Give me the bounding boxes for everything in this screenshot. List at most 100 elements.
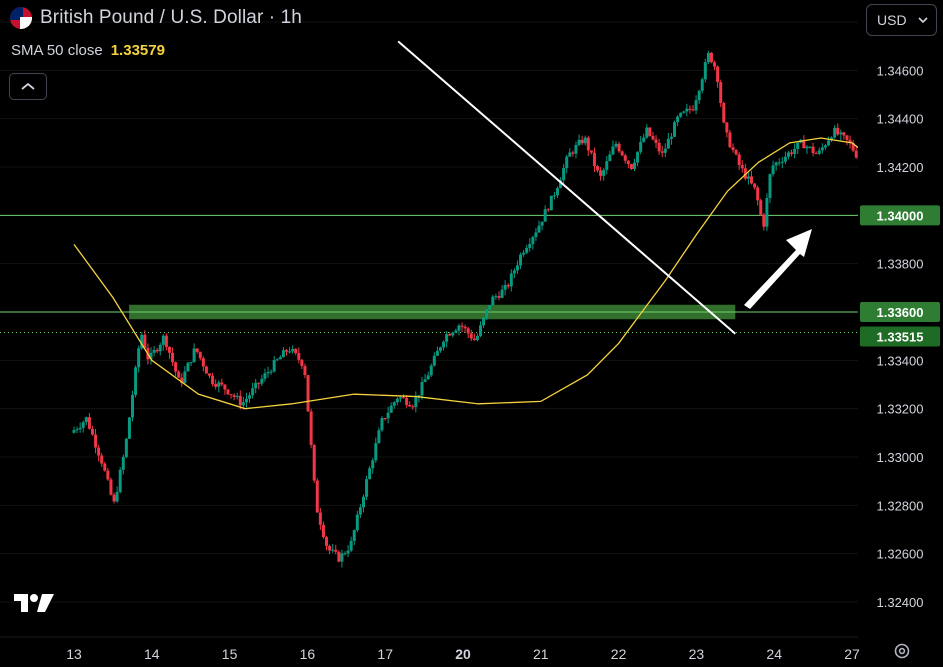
candle: [180, 373, 184, 388]
price-tick-label: 1.33400: [877, 353, 924, 368]
candle: [808, 146, 812, 149]
candle: [275, 358, 279, 362]
currency-selector[interactable]: USD: [866, 4, 937, 36]
time-tick-label: 17: [377, 646, 393, 662]
candle: [725, 122, 729, 138]
candle: [574, 141, 578, 159]
price-tick-label: 1.34200: [877, 160, 924, 175]
tradingview-logo-icon[interactable]: [14, 592, 56, 619]
candle: [750, 170, 754, 185]
candle: [854, 145, 858, 159]
candle: [100, 452, 104, 467]
candle: [552, 191, 556, 200]
candle: [331, 543, 335, 553]
candle: [380, 416, 384, 432]
candle: [497, 291, 501, 301]
candle: [294, 347, 298, 356]
candle: [432, 352, 436, 367]
candle: [780, 156, 784, 169]
symbol-title[interactable]: British Pound / U.S. Dollar · 1h: [40, 7, 302, 28]
candle: [254, 378, 258, 394]
candle: [127, 416, 131, 440]
candle: [666, 132, 670, 149]
candle: [312, 444, 316, 483]
candle: [248, 392, 252, 403]
candle: [263, 368, 267, 382]
candle: [208, 373, 212, 379]
price-label-level: 1.34000: [860, 205, 940, 226]
candle: [836, 123, 840, 137]
candle: [435, 346, 439, 356]
price-tick-label: 1.32400: [877, 595, 924, 610]
sma-value: 1.33579: [110, 42, 165, 59]
candle: [608, 150, 612, 162]
candle: [241, 396, 245, 410]
candle: [485, 308, 489, 321]
candle: [802, 135, 806, 149]
sma-label: SMA 50 close: [11, 42, 103, 59]
price-label-current: 1.33515: [860, 326, 940, 347]
price-tick-label: 1.33000: [877, 450, 924, 465]
candle: [820, 143, 824, 154]
candle: [355, 510, 359, 533]
gear-icon[interactable]: [892, 641, 912, 666]
candle: [562, 163, 566, 185]
candle: [438, 346, 442, 353]
sma-legend[interactable]: SMA 50 close 1.33579: [11, 42, 165, 59]
candle: [183, 366, 187, 385]
candle: [158, 342, 162, 356]
candle: [475, 333, 479, 342]
candlestick-series: [72, 50, 943, 568]
candle: [131, 390, 135, 422]
candle: [706, 50, 710, 64]
price-tick-label: 1.34600: [877, 63, 924, 78]
candle: [137, 345, 141, 373]
candle: [796, 142, 800, 155]
candle: [709, 52, 713, 64]
candle: [546, 208, 550, 212]
candle: [115, 486, 119, 503]
candle: [186, 361, 190, 372]
candle: [651, 131, 655, 141]
candle: [365, 475, 369, 500]
candle: [679, 112, 683, 118]
candle: [78, 422, 82, 433]
candle: [654, 135, 658, 149]
candle: [192, 343, 196, 363]
candle: [143, 330, 147, 349]
candle: [408, 401, 412, 407]
candle: [454, 328, 458, 334]
candle: [161, 334, 165, 351]
candle: [392, 401, 396, 409]
candle: [75, 426, 79, 434]
price-axis[interactable]: 1.348001.346001.344001.342001.340001.338…: [858, 0, 943, 667]
candle: [361, 494, 365, 513]
candle: [90, 425, 94, 436]
svg-text:1.34000: 1.34000: [877, 208, 924, 223]
candle: [531, 235, 535, 250]
candle: [743, 163, 747, 181]
candle: [84, 416, 88, 426]
candle: [118, 467, 122, 494]
candle: [318, 508, 322, 530]
candle: [389, 402, 393, 414]
time-axis[interactable]: 13 14 15 16 17 20 21 22 23 24 27: [0, 636, 860, 667]
candle: [334, 544, 338, 555]
candle: [777, 158, 781, 166]
candle: [106, 467, 110, 481]
projection-arrow[interactable]: [744, 229, 812, 309]
candle: [220, 378, 224, 387]
price-tick-label: 1.34400: [877, 112, 924, 127]
collapse-legend-button[interactable]: [9, 73, 47, 100]
candle: [297, 347, 301, 364]
candle: [325, 535, 329, 551]
candle: [371, 458, 375, 474]
candle: [300, 358, 304, 369]
candle: [469, 329, 473, 342]
candle: [719, 79, 723, 107]
candle: [639, 136, 643, 155]
trendline[interactable]: [397, 40, 736, 335]
time-tick-label: 16: [300, 646, 316, 662]
candle: [592, 147, 596, 173]
